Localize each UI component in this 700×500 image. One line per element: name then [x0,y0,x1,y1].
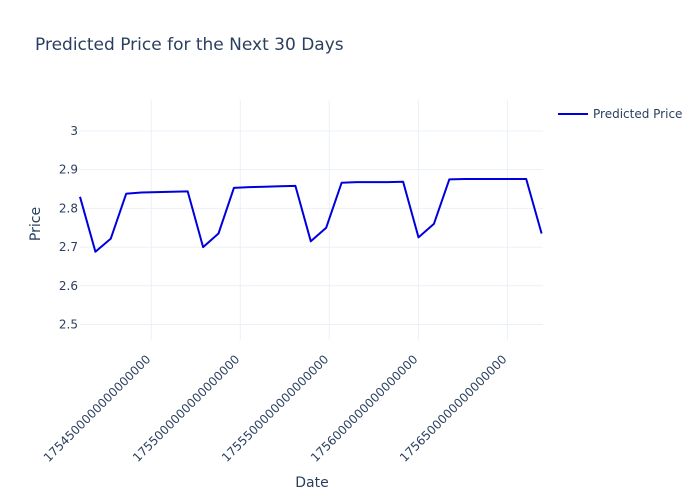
legend[interactable]: Predicted Price [558,107,682,121]
y-tick-label: 2.5 [59,318,78,332]
y-axis-title: Price [28,207,44,241]
chart-title: Predicted Price for the Next 30 Days [35,35,344,55]
y-tick-label: 2.8 [59,201,78,215]
y-tick-label: 2.6 [59,279,78,293]
y-tick-label: 2.7 [59,240,78,254]
plot-area [79,178,543,253]
y-tick-label: 3 [70,124,78,138]
x-axis-title: Date [295,475,328,491]
legend-label: Predicted Price [593,107,682,121]
grid [80,100,543,340]
y-tick-label: 2.9 [59,163,78,177]
y-axis-ticks: 2.5 2.6 2.7 2.8 2.9 3 [59,124,78,332]
